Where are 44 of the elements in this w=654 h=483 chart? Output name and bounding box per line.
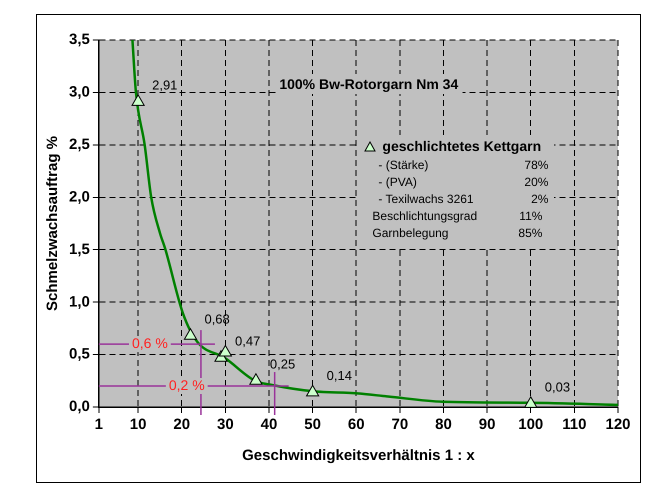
- y-tick-label: 2,0: [68, 188, 90, 206]
- data-label: 2,91: [152, 77, 178, 92]
- x-tick-label: 100: [518, 416, 544, 434]
- y-tick-label: 2,5: [68, 136, 90, 153]
- x-tick-label: 1: [94, 416, 104, 434]
- x-tick-label: 90: [478, 416, 496, 434]
- x-tick-label: 70: [392, 416, 408, 434]
- point: [524, 396, 538, 407]
- point: [306, 384, 320, 396]
- ref-line-label: 0,2 %: [168, 376, 205, 393]
- y-axis-title: Schmelzwachsauftrag %: [44, 136, 62, 312]
- x-tick-label: 40: [260, 416, 278, 434]
- ref-line-label: 0,6 %: [132, 334, 168, 351]
- text: - (PVA) 20%: [378, 175, 548, 190]
- y-tick-label: 3,0: [68, 84, 90, 101]
- x-tick-label: 50: [304, 416, 321, 434]
- x-tick-label: 110: [562, 416, 586, 434]
- x-tick-label: 120: [605, 416, 631, 434]
- text: 100% Bw-Rotorgarn Nm 34: [275, 74, 462, 94]
- data-label: 0,68: [204, 311, 230, 326]
- y-tick-label: 1,0: [68, 293, 90, 310]
- x-tick-label: 10: [130, 416, 146, 434]
- data-label: 0,25: [270, 356, 296, 372]
- y-tick-label: 0,5: [68, 346, 90, 363]
- data-label: 0,14: [326, 368, 352, 383]
- data-label: 0,47: [235, 333, 260, 348]
- x-tick-label: 30: [217, 416, 234, 434]
- x-tick-label: 80: [435, 416, 452, 434]
- x-tick-label: 60: [348, 416, 365, 434]
- y-tick-label: 3,5: [68, 31, 90, 48]
- x-axis-title: Geschwindigkeitsverhältnis 1 : x: [242, 447, 476, 464]
- point: [249, 373, 262, 385]
- text: - Texilwachs 3261 2%: [378, 192, 548, 206]
- legend-label: geschlichtetes Kettgarn: [382, 138, 542, 154]
- point: [132, 94, 145, 106]
- text: - (Stärke) 78%: [378, 158, 548, 172]
- y-tick-label: 1,5: [68, 240, 90, 258]
- text: Beschlichtungsgrad 11%: [372, 209, 542, 224]
- text: Garnbelegung 85%: [372, 226, 542, 240]
- y-tick-label: 0,0: [68, 398, 90, 416]
- data-label: 0,03: [544, 379, 570, 394]
- point: [218, 344, 232, 356]
- x-tick-label: 20: [173, 416, 190, 434]
- point: [184, 328, 198, 340]
